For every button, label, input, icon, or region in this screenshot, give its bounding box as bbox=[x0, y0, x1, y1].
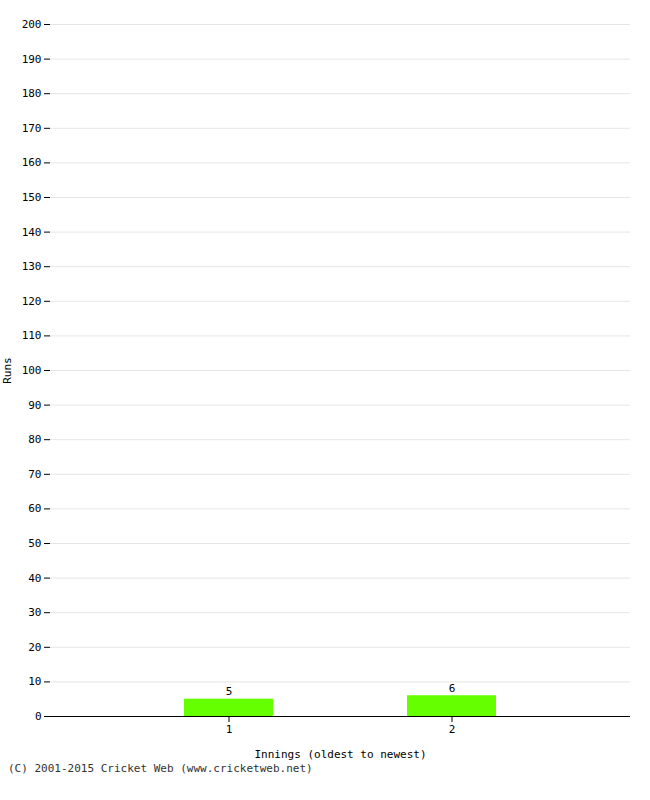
svg-text:150: 150 bbox=[22, 191, 42, 204]
svg-text:0: 0 bbox=[35, 710, 42, 723]
svg-text:50: 50 bbox=[28, 537, 41, 550]
svg-text:70: 70 bbox=[28, 468, 41, 481]
svg-text:130: 130 bbox=[22, 260, 42, 273]
svg-text:Runs: Runs bbox=[1, 357, 14, 384]
svg-text:Innings (oldest to newest): Innings (oldest to newest) bbox=[254, 748, 426, 761]
svg-text:5: 5 bbox=[226, 685, 233, 698]
svg-text:180: 180 bbox=[22, 87, 42, 100]
html-text:(C) 2001-2015 Cricket Web (www: (C) 2001-2015 Cricket Web (www.cricketwe… bbox=[8, 762, 313, 775]
svg-text:2: 2 bbox=[449, 723, 456, 736]
svg-text:110: 110 bbox=[22, 329, 42, 342]
svg-text:60: 60 bbox=[28, 502, 41, 515]
svg-text:1: 1 bbox=[226, 723, 233, 736]
svg-text:140: 140 bbox=[22, 226, 42, 239]
svg-text:20: 20 bbox=[28, 641, 41, 654]
svg-text:80: 80 bbox=[28, 433, 41, 446]
svg-text:90: 90 bbox=[28, 399, 41, 412]
svg-text:170: 170 bbox=[22, 122, 42, 135]
svg-text:190: 190 bbox=[22, 53, 42, 66]
svg-text:120: 120 bbox=[22, 295, 42, 308]
svg-text:160: 160 bbox=[22, 156, 42, 169]
svg-text:100: 100 bbox=[22, 364, 42, 377]
svg-text:30: 30 bbox=[28, 606, 41, 619]
svg-text:200: 200 bbox=[22, 18, 42, 31]
svg-text:10: 10 bbox=[28, 675, 41, 688]
svg-text:6: 6 bbox=[449, 682, 456, 695]
svg-text:40: 40 bbox=[28, 572, 41, 585]
